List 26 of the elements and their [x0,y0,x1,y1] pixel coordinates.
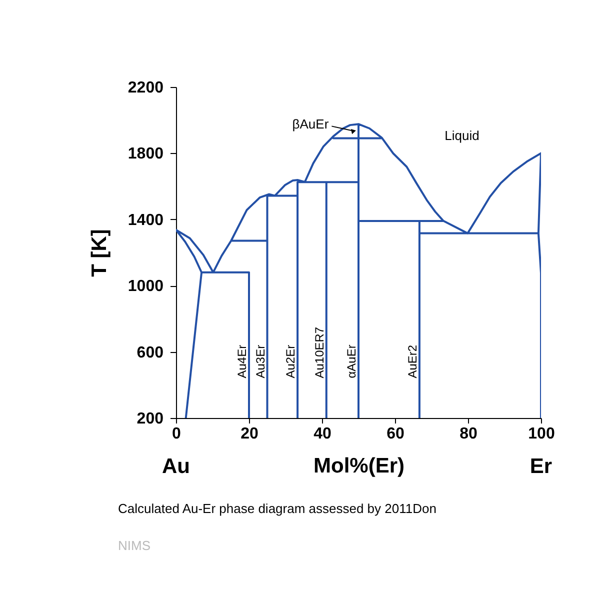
y-tick-label: 1400 [128,212,164,229]
x-tick-label: 40 [314,426,332,442]
y-tick-label: 1800 [128,146,164,163]
annotation: Au3Er [253,344,268,378]
text: Calculated Au-Er phase diagram assessed by 2011Don [118,501,436,516]
annotation: Liquid [444,128,480,143]
x-axis-title: Mol%(Er) [314,454,404,478]
text: NIMS [118,538,151,553]
annotation: Au2Er [284,344,298,378]
x-tick-label: 100 [528,426,555,442]
annotation: αAuEr [344,344,358,378]
annotation: Au4Er [235,344,249,378]
y-axis-title: T [K] [88,229,111,277]
y-tick-label: 1000 [128,278,164,296]
x-tick-label: 0 [172,426,182,442]
text: Er [530,455,552,478]
y-tick-label: 200 [136,410,164,428]
x-tick-label: 20 [240,426,258,442]
annotation: Au10ER7 [312,326,326,378]
y-tick-label: 600 [136,344,164,362]
text: Au [162,455,190,478]
x-tick-label: 80 [460,426,478,442]
annotation: βAuEr [292,116,330,132]
y-tick-label: 2200 [128,80,164,96]
x-tick-label: 60 [386,426,404,442]
annotation: AuEr2 [405,344,420,378]
